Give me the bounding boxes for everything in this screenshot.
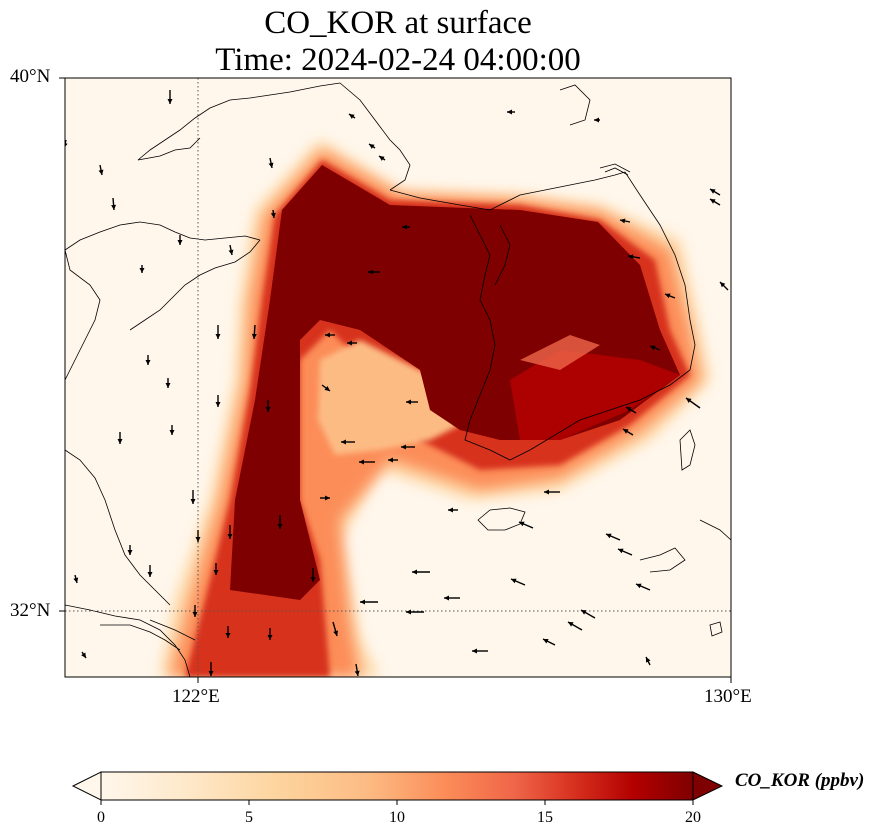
wind-arrow-head [270,212,276,218]
wind-arrow-head [228,249,234,255]
wind-arrow-head [341,439,346,445]
wind-arrow-head [215,402,221,407]
colorbar-extend-min [71,771,102,801]
wind-arrow-head [507,109,512,115]
wind-arrow-head [406,399,411,405]
wind-arrow-head [165,383,171,388]
wind-arrow-head [225,633,231,638]
map-frame [64,77,732,678]
wind-arrow-head [127,550,133,555]
wind-arrow-head [117,439,123,444]
wind-arrow-head [406,609,411,615]
wind-arrow-head [511,578,517,584]
wind-arrow-head [347,340,352,346]
wind-arrow-head [623,429,629,434]
wind-arrow-head [215,334,221,339]
wind-arrow-head [581,610,587,615]
lon-label-130e: 130°E [704,686,752,707]
wind-arrow-head [412,569,417,575]
wind-arrow-head [325,495,330,501]
wind-arrow-head [227,534,233,539]
wind-arrow-head [268,162,274,168]
wind-arrow-head [349,114,355,119]
colorbar-extend-max [692,771,724,801]
wind-arrow-head [369,144,375,149]
wind-arrow-head [213,570,219,575]
wind-arrow-head [448,507,453,513]
colorbar-label: CO_KOR (ppbv) [735,770,865,791]
wind-arrow-head [710,189,716,194]
wind-arrow-head [73,577,79,583]
wind-arrow-head [444,595,449,601]
wind-arrow-head [265,407,271,412]
wind-arrow-head [277,524,283,529]
wind-arrow-head [111,204,117,210]
wind-arrow-head [568,622,574,627]
wind-arrow-head [720,282,726,288]
colorbar-tick: 0 [97,809,105,826]
colorbar-tick: 5 [245,809,253,826]
wind-arrow-head [359,459,364,465]
wind-arrow-head [98,169,104,175]
lon-label-122e: 122°E [172,686,220,707]
wind-arrow-head [65,143,68,147]
wind-vectors [65,90,729,677]
wind-arrow-head [606,533,612,539]
lat-label-32n: 32°N [10,600,51,621]
wind-arrow-head [208,671,214,676]
wind-arrow-head [192,612,198,617]
colorbar-tick: 10 [389,809,405,826]
wind-arrow-head [594,117,599,123]
map-subtitle-time: Time: 2024-02-24 04:00:00 [215,42,581,78]
colorbar [101,772,693,800]
wind-arrow-head [267,635,273,640]
wind-arrow-head [401,444,406,450]
wind-arrow-head [251,333,257,339]
wind-arrow-head [145,360,151,365]
concentration-field [160,140,710,677]
wind-arrow-head [650,345,656,351]
wind-arrow-head [472,648,477,654]
wind-arrow-head [360,599,365,605]
wind-arrow-head [195,537,201,542]
wind-arrow-head [379,156,385,161]
wind-arrow-head [710,199,716,204]
wind-arrow-head [686,398,692,403]
wind-arrow-head [147,572,153,577]
wind-arrow-head [544,489,549,495]
wind-arrow-head [177,240,183,245]
wind-arrow-head [620,218,626,224]
wind-arrow-head [636,583,642,589]
coastlines [65,82,731,677]
wind-arrow-head [139,268,145,273]
wind-arrow-head [333,630,339,636]
wind-arrow-head [543,639,549,644]
wind-arrow-head [402,224,407,230]
colorbar-tick: 15 [537,809,553,826]
wind-arrow-head [626,407,632,412]
wind-arrow-head [167,99,173,104]
wind-arrow-head [190,499,196,504]
wind-arrow-head [519,521,525,527]
wind-arrow [65,139,67,147]
wind-arrow-head [646,657,651,663]
colorbar-tick: 20 [685,809,701,826]
wind-arrow-head [354,670,360,676]
wind-arrow-head [310,577,316,582]
wind-arrow-head [618,548,624,554]
wind-arrow-head [169,430,175,435]
wind-arrow-head [388,457,393,463]
wind-arrow-head [628,254,634,260]
lat-label-40n: 40°N [10,66,51,87]
wind-arrow-head [368,269,373,275]
wind-arrow-head [325,332,330,338]
wind-arrow-head [665,293,671,299]
map-title: CO_KOR at surface [264,5,532,41]
wind-arrow-head [81,652,86,658]
wind-arrow-head [324,386,330,391]
